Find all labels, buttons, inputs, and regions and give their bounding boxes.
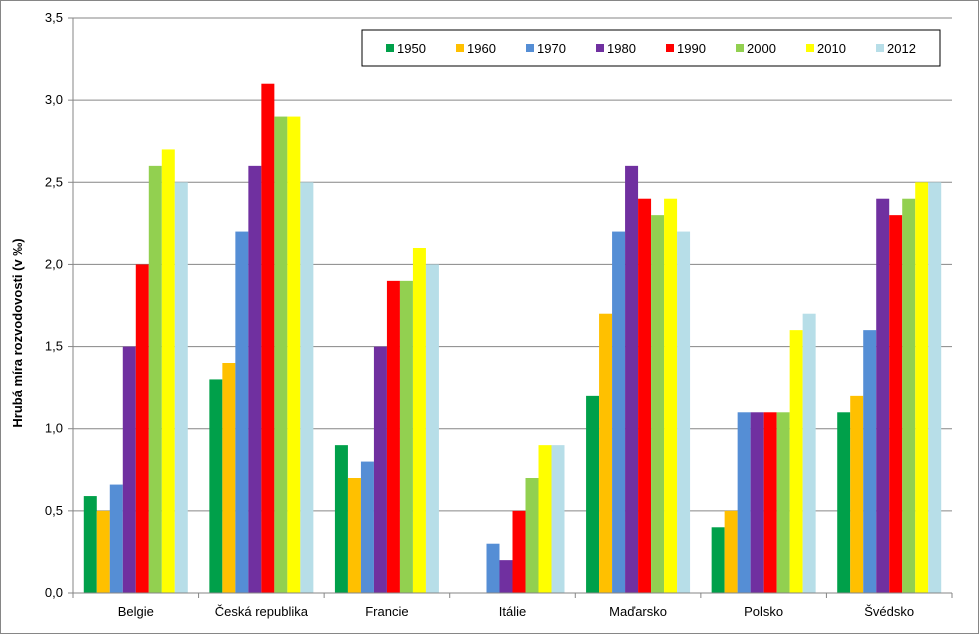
- bars: [83, 83, 942, 594]
- bar-2012-Polsko: [802, 313, 816, 593]
- y-tick-label: 1,0: [45, 421, 63, 436]
- legend-swatch: [526, 44, 534, 52]
- category-label: Francie: [365, 604, 408, 619]
- bar-1950-Česká republika: [209, 379, 223, 593]
- bar-1960-Maďarsko: [599, 313, 613, 593]
- bar-1960-Polsko: [724, 510, 738, 593]
- axes: [68, 17, 953, 598]
- bar-1980-Švédsko: [876, 198, 890, 593]
- bar-2010-Polsko: [789, 330, 803, 593]
- bar-1970-Maďarsko: [612, 231, 626, 594]
- bar-2012-Francie: [425, 264, 439, 593]
- bar-1980-Belgie: [122, 346, 136, 593]
- legend-label: 2012: [887, 41, 916, 56]
- category-label: Belgie: [118, 604, 154, 619]
- y-tick-label: 3,5: [45, 10, 63, 25]
- bar-1950-Belgie: [83, 496, 97, 593]
- bar-2000-Itálie: [525, 478, 539, 593]
- legend-label: 1980: [607, 41, 636, 56]
- legend-label: 1960: [467, 41, 496, 56]
- bar-2010-Francie: [412, 248, 426, 593]
- legend-swatch: [736, 44, 744, 52]
- bar-2000-Francie: [399, 280, 413, 593]
- bar-1960-Belgie: [96, 510, 110, 593]
- bar-2010-Belgie: [161, 149, 175, 593]
- bar-1980-Francie: [373, 346, 387, 593]
- legend-swatch: [596, 44, 604, 52]
- category-label: Polsko: [744, 604, 783, 619]
- bar-2000-Polsko: [776, 412, 790, 593]
- bar-2000-Maďarsko: [651, 215, 665, 593]
- bar-2010-Maďarsko: [664, 198, 678, 593]
- legend-swatch: [876, 44, 884, 52]
- bar-1970-Česká republika: [235, 231, 249, 594]
- bar-1970-Polsko: [737, 412, 751, 593]
- legend-label: 1950: [397, 41, 426, 56]
- y-tick-label: 0,5: [45, 503, 63, 518]
- category-label: Švédsko: [864, 604, 914, 619]
- y-tick-labels: 0,0 0,5 1,0 1,5 2,0 2,5 3,0 3,5: [45, 10, 63, 600]
- legend-swatch: [806, 44, 814, 52]
- y-axis-label: Hrubá míra rozvodovosti (v ‰): [10, 238, 25, 427]
- bar-1990-Česká republika: [261, 83, 275, 593]
- bar-1970-Belgie: [109, 484, 123, 593]
- bar-2012-Belgie: [174, 182, 188, 594]
- bar-1960-Česká republika: [222, 363, 236, 593]
- bar-1990-Švédsko: [889, 215, 903, 593]
- category-label: Česká republika: [215, 604, 309, 619]
- bar-1960-Švédsko: [850, 395, 864, 593]
- bar-1950-Francie: [334, 445, 348, 593]
- gridlines: [73, 17, 952, 512]
- bar-2012-Švédsko: [928, 182, 942, 594]
- category-label: Maďarsko: [609, 604, 667, 619]
- y-tick-label: 2,5: [45, 174, 63, 189]
- bar-1950-Polsko: [711, 527, 725, 593]
- bar-2012-Maďarsko: [677, 231, 691, 594]
- bar-1990-Polsko: [763, 412, 777, 593]
- bar-2012-Itálie: [551, 445, 565, 593]
- bar-1960-Francie: [347, 478, 361, 593]
- bar-1980-Itálie: [499, 560, 513, 593]
- bar-1950-Maďarsko: [586, 395, 600, 593]
- bar-2000-Česká republika: [274, 116, 288, 594]
- bar-2000-Belgie: [148, 165, 162, 593]
- bar-1980-Česká republika: [248, 165, 262, 593]
- legend-box: [361, 29, 941, 67]
- legend-label: 2010: [817, 41, 846, 56]
- legend-label: 2000: [747, 41, 776, 56]
- y-tick-label: 0,0: [45, 585, 63, 600]
- legend-swatch: [666, 44, 674, 52]
- category-labels: Belgie Česká republika Francie Itálie Maďars…: [118, 604, 914, 619]
- bar-1950-Švédsko: [837, 412, 851, 593]
- bar-2000-Švédsko: [902, 198, 916, 593]
- bar-2010-Švédsko: [915, 182, 929, 594]
- bar-1990-Itálie: [512, 510, 526, 593]
- legend: 1950 1960 1970 1980 1990 2000 2010 2012: [361, 29, 941, 67]
- bar-1970-Itálie: [486, 543, 500, 593]
- bar-2010-Česká republika: [287, 116, 301, 594]
- y-tick-label: 2,0: [45, 256, 63, 271]
- legend-label: 1970: [537, 41, 566, 56]
- bar-2010-Itálie: [538, 445, 552, 593]
- y-tick-label: 3,0: [45, 92, 63, 107]
- bar-1970-Švédsko: [863, 330, 877, 593]
- bar-1970-Francie: [360, 461, 374, 593]
- bar-1990-Francie: [386, 280, 400, 593]
- bar-1990-Maďarsko: [638, 198, 652, 593]
- legend-swatch: [386, 44, 394, 52]
- legend-label: 1990: [677, 41, 706, 56]
- bar-2012-Česká republika: [300, 182, 314, 594]
- bar-1980-Polsko: [750, 412, 764, 593]
- category-label: Itálie: [499, 604, 526, 619]
- bar-1990-Belgie: [135, 264, 149, 593]
- bar-1980-Maďarsko: [625, 165, 639, 593]
- legend-swatch: [456, 44, 464, 52]
- y-tick-label: 1,5: [45, 339, 63, 354]
